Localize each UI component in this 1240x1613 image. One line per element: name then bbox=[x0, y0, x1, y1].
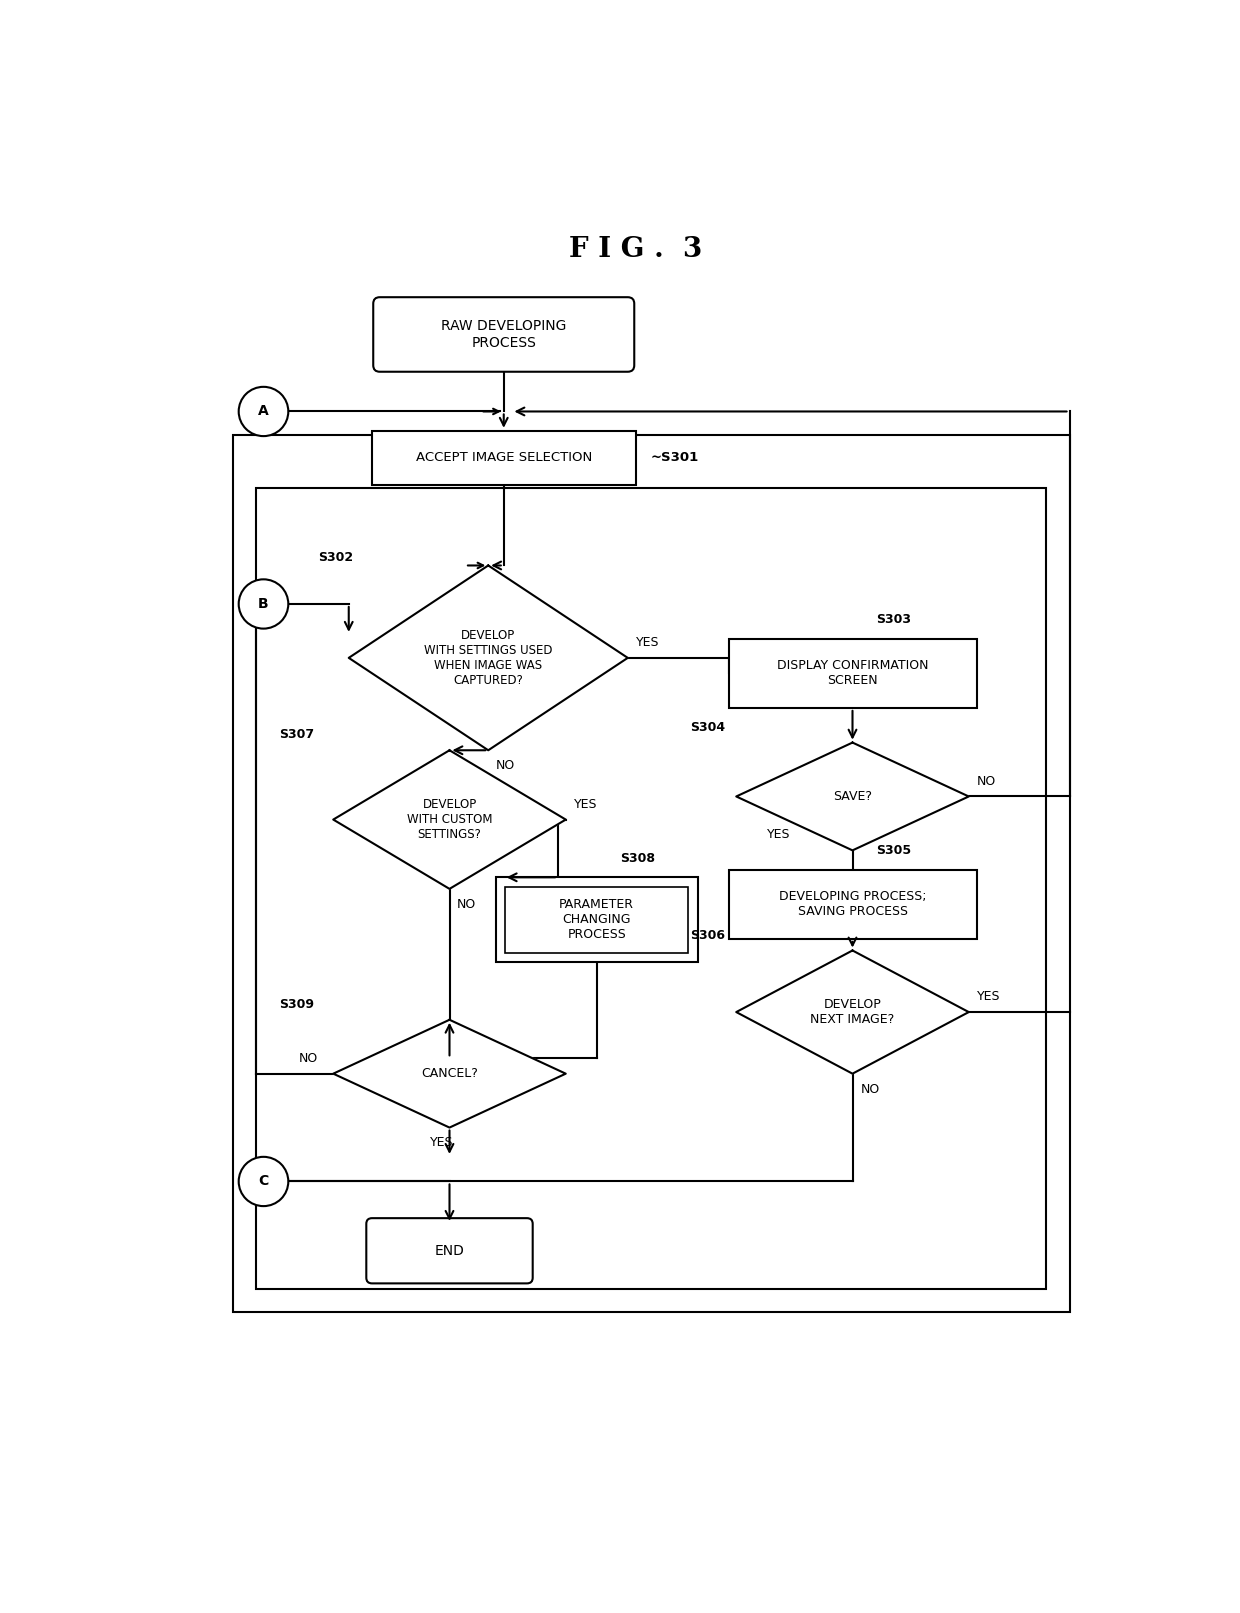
Bar bbox=[496, 877, 697, 961]
Polygon shape bbox=[737, 742, 968, 850]
Text: END: END bbox=[434, 1244, 465, 1258]
Text: PARAMETER
CHANGING
PROCESS: PARAMETER CHANGING PROCESS bbox=[559, 898, 634, 940]
FancyBboxPatch shape bbox=[366, 1218, 533, 1284]
Text: NO: NO bbox=[861, 1082, 879, 1095]
Text: S305: S305 bbox=[875, 844, 911, 857]
Text: YES: YES bbox=[430, 1137, 454, 1150]
Text: YES: YES bbox=[573, 798, 596, 811]
Bar bbox=[506, 887, 688, 953]
Text: SAVE?: SAVE? bbox=[833, 790, 872, 803]
Circle shape bbox=[238, 1157, 288, 1207]
Bar bbox=[255, 489, 1047, 1289]
Text: DISPLAY CONFIRMATION
SCREEN: DISPLAY CONFIRMATION SCREEN bbox=[776, 660, 929, 687]
Text: S308: S308 bbox=[620, 852, 655, 865]
Text: RAW DEVELOPING
PROCESS: RAW DEVELOPING PROCESS bbox=[441, 319, 567, 350]
Text: NO: NO bbox=[496, 760, 516, 773]
Text: CANCEL?: CANCEL? bbox=[422, 1068, 477, 1081]
Polygon shape bbox=[348, 566, 627, 750]
Text: YES: YES bbox=[768, 829, 791, 842]
Circle shape bbox=[238, 579, 288, 629]
Text: NO: NO bbox=[458, 898, 476, 911]
Text: S304: S304 bbox=[689, 721, 725, 734]
Text: DEVELOP
NEXT IMAGE?: DEVELOP NEXT IMAGE? bbox=[811, 998, 894, 1026]
Bar bbox=[729, 869, 977, 939]
FancyBboxPatch shape bbox=[373, 297, 634, 371]
Polygon shape bbox=[737, 950, 968, 1074]
Text: S309: S309 bbox=[279, 998, 314, 1011]
Text: ACCEPT IMAGE SELECTION: ACCEPT IMAGE SELECTION bbox=[415, 452, 591, 465]
Text: DEVELOP
WITH SETTINGS USED
WHEN IMAGE WAS
CAPTURED?: DEVELOP WITH SETTINGS USED WHEN IMAGE WA… bbox=[424, 629, 553, 687]
Text: C: C bbox=[258, 1174, 269, 1189]
Text: B: B bbox=[258, 597, 269, 611]
Text: DEVELOP
WITH CUSTOM
SETTINGS?: DEVELOP WITH CUSTOM SETTINGS? bbox=[407, 798, 492, 840]
Text: A: A bbox=[258, 405, 269, 418]
Text: S303: S303 bbox=[875, 613, 910, 626]
Text: NO: NO bbox=[299, 1052, 317, 1065]
Text: S302: S302 bbox=[317, 552, 353, 565]
Bar bbox=[372, 431, 635, 484]
Text: NO: NO bbox=[977, 774, 996, 787]
Text: DEVELOPING PROCESS;
SAVING PROCESS: DEVELOPING PROCESS; SAVING PROCESS bbox=[779, 890, 926, 918]
Text: ~S301: ~S301 bbox=[651, 452, 699, 465]
Text: YES: YES bbox=[977, 990, 999, 1003]
Polygon shape bbox=[334, 1019, 565, 1127]
Text: S307: S307 bbox=[279, 729, 314, 742]
Bar bbox=[233, 434, 1069, 1313]
Bar bbox=[729, 639, 977, 708]
Text: F I G .  3: F I G . 3 bbox=[569, 235, 702, 263]
Text: S306: S306 bbox=[689, 929, 724, 942]
Text: YES: YES bbox=[635, 636, 658, 648]
Circle shape bbox=[238, 387, 288, 436]
Polygon shape bbox=[334, 750, 565, 889]
